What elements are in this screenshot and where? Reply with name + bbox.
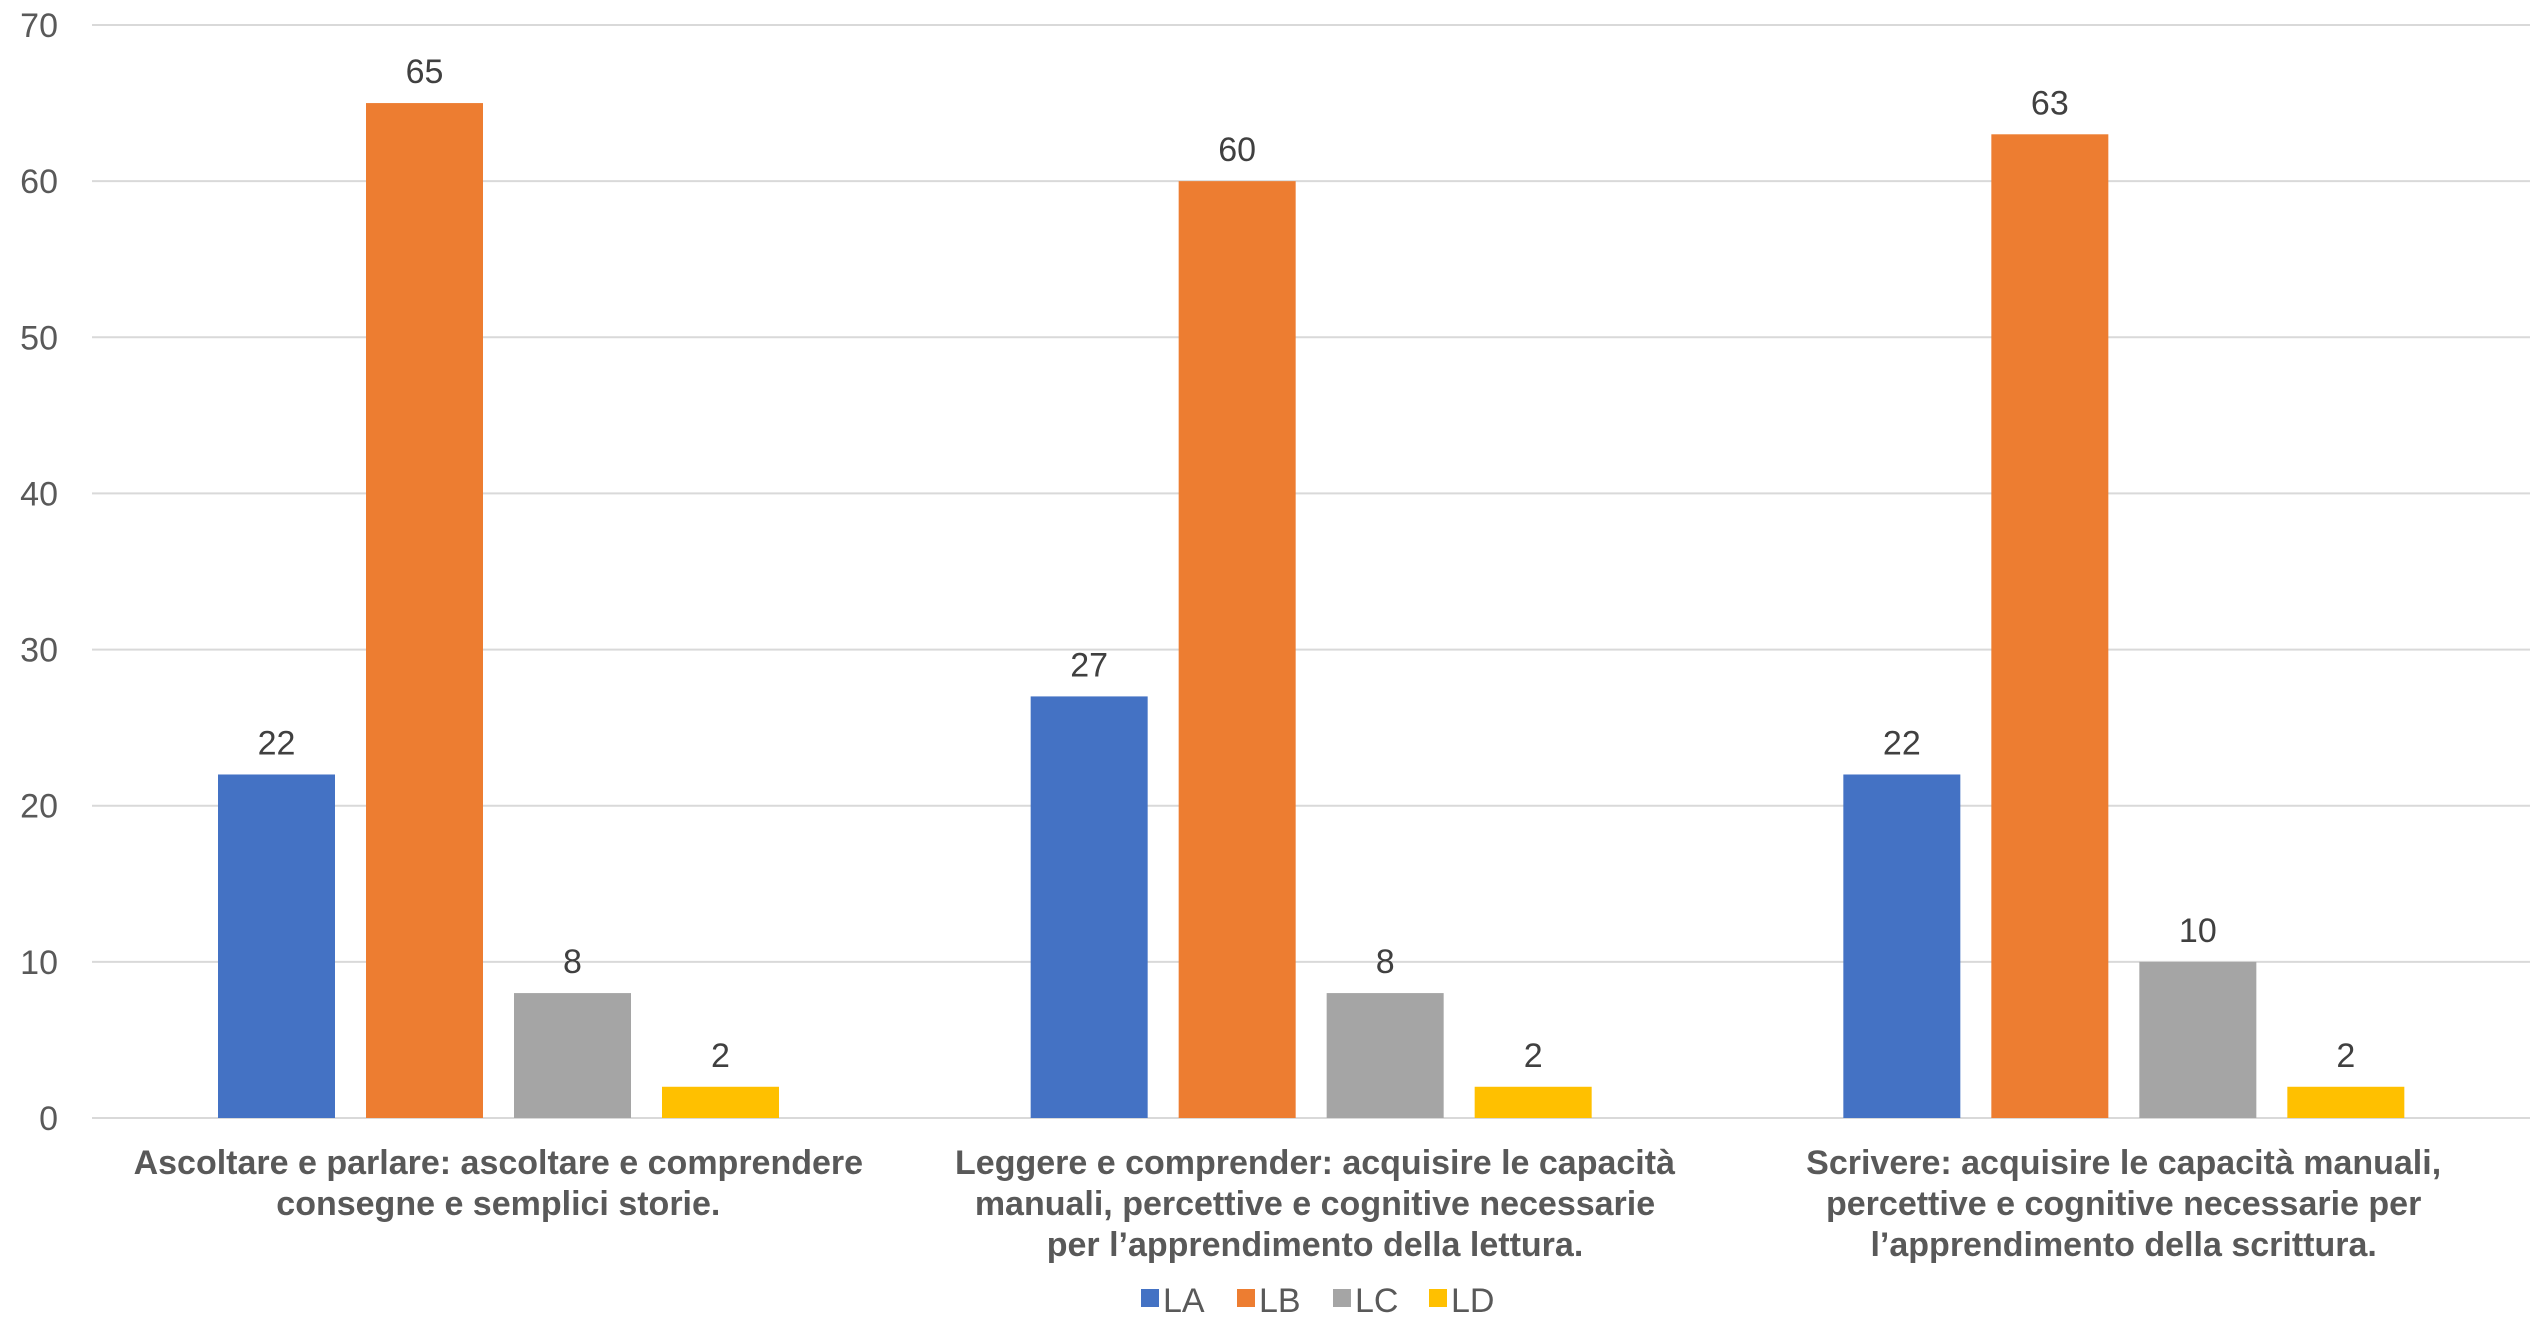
- legend-swatch-LC: [1333, 1289, 1351, 1307]
- data-label-LD-cat-1: 2: [711, 1037, 730, 1075]
- data-label-LA-cat-1: 22: [258, 724, 296, 762]
- y-tick-label: 10: [20, 944, 58, 982]
- category-label-line: manuali, percettive e cognitive necessar…: [975, 1185, 1655, 1223]
- bar-LD-cat-1: [662, 1086, 779, 1118]
- bar-LC-cat-2: [1326, 993, 1444, 1118]
- category-label-line: Leggere e comprender: acquisire le capac…: [955, 1144, 1675, 1182]
- bar-LB-cat-1: [366, 103, 483, 1119]
- category-label-line: Ascoltare e parlare: ascoltare e compren…: [134, 1144, 863, 1182]
- legend: LA LB LC LD: [1141, 1282, 1494, 1320]
- data-label-LB-cat-1: 65: [406, 53, 444, 91]
- bar-LA-cat-1: [218, 774, 335, 1118]
- category-label-2: Leggere e comprender: acquisire le capac…: [955, 1144, 1675, 1264]
- y-tick-label: 70: [20, 7, 58, 45]
- legend-label-LB: LB: [1259, 1282, 1301, 1320]
- data-label-LC-cat-1: 8: [563, 943, 582, 981]
- y-axis-ticks: 0 10 20 30 40 50 60 70: [20, 7, 58, 1138]
- category-label-line: per l’apprendimento della lettura.: [1047, 1226, 1584, 1264]
- y-tick-label: 0: [39, 1100, 58, 1138]
- category-label-line: Scrivere: acquisire le capacità manuali,: [1806, 1144, 2441, 1182]
- y-tick-label: 30: [20, 632, 58, 670]
- bar-LC-cat-1: [514, 993, 631, 1118]
- category-label-1: Ascoltare e parlare: ascoltare e compren…: [134, 1144, 863, 1223]
- legend-label-LC: LC: [1355, 1282, 1398, 1320]
- data-label-LD-cat-2: 2: [1524, 1037, 1543, 1075]
- category-label-line: percettive e cognitive necessarie per: [1826, 1185, 2421, 1223]
- y-tick-label: 20: [20, 788, 58, 826]
- bar-LB-cat-3: [1991, 134, 2109, 1119]
- category-label-3: Scrivere: acquisire le capacità manuali,…: [1806, 1144, 2441, 1264]
- data-label-LA-cat-3: 22: [1883, 724, 1921, 762]
- legend-label-LA: LA: [1163, 1282, 1205, 1320]
- bar-LD-cat-2: [1474, 1086, 1592, 1118]
- y-tick-label: 40: [20, 475, 58, 513]
- data-label-LA-cat-2: 27: [1070, 646, 1108, 684]
- legend-swatch-LA: [1141, 1289, 1159, 1307]
- legend-label-LD: LD: [1451, 1282, 1494, 1320]
- category-label-line: consegne e semplici storie.: [276, 1185, 720, 1223]
- bar-LB-cat-2: [1178, 181, 1296, 1119]
- data-label-LC-cat-2: 8: [1376, 943, 1395, 981]
- bar-LD-cat-3: [2287, 1086, 2405, 1118]
- data-label-LC-cat-3: 10: [2179, 912, 2217, 950]
- legend-swatch-LB: [1237, 1289, 1255, 1307]
- data-label-LB-cat-3: 63: [2031, 84, 2069, 122]
- bar-LA-cat-3: [1843, 774, 1961, 1118]
- bar-LC-cat-3: [2139, 961, 2257, 1118]
- bar-LA-cat-2: [1030, 696, 1148, 1118]
- data-label-LD-cat-3: 2: [2336, 1037, 2355, 1075]
- category-label-line: l’apprendimento della scrittura.: [1870, 1226, 2376, 1264]
- data-label-LB-cat-2: 60: [1218, 131, 1256, 169]
- gridlines: [92, 24, 2530, 1119]
- legend-swatch-LD: [1429, 1289, 1447, 1307]
- category-labels: Ascoltare e parlare: ascoltare e compren…: [134, 1144, 2442, 1264]
- y-tick-label: 50: [20, 319, 58, 357]
- y-tick-label: 60: [20, 163, 58, 201]
- bars: [218, 103, 2405, 1119]
